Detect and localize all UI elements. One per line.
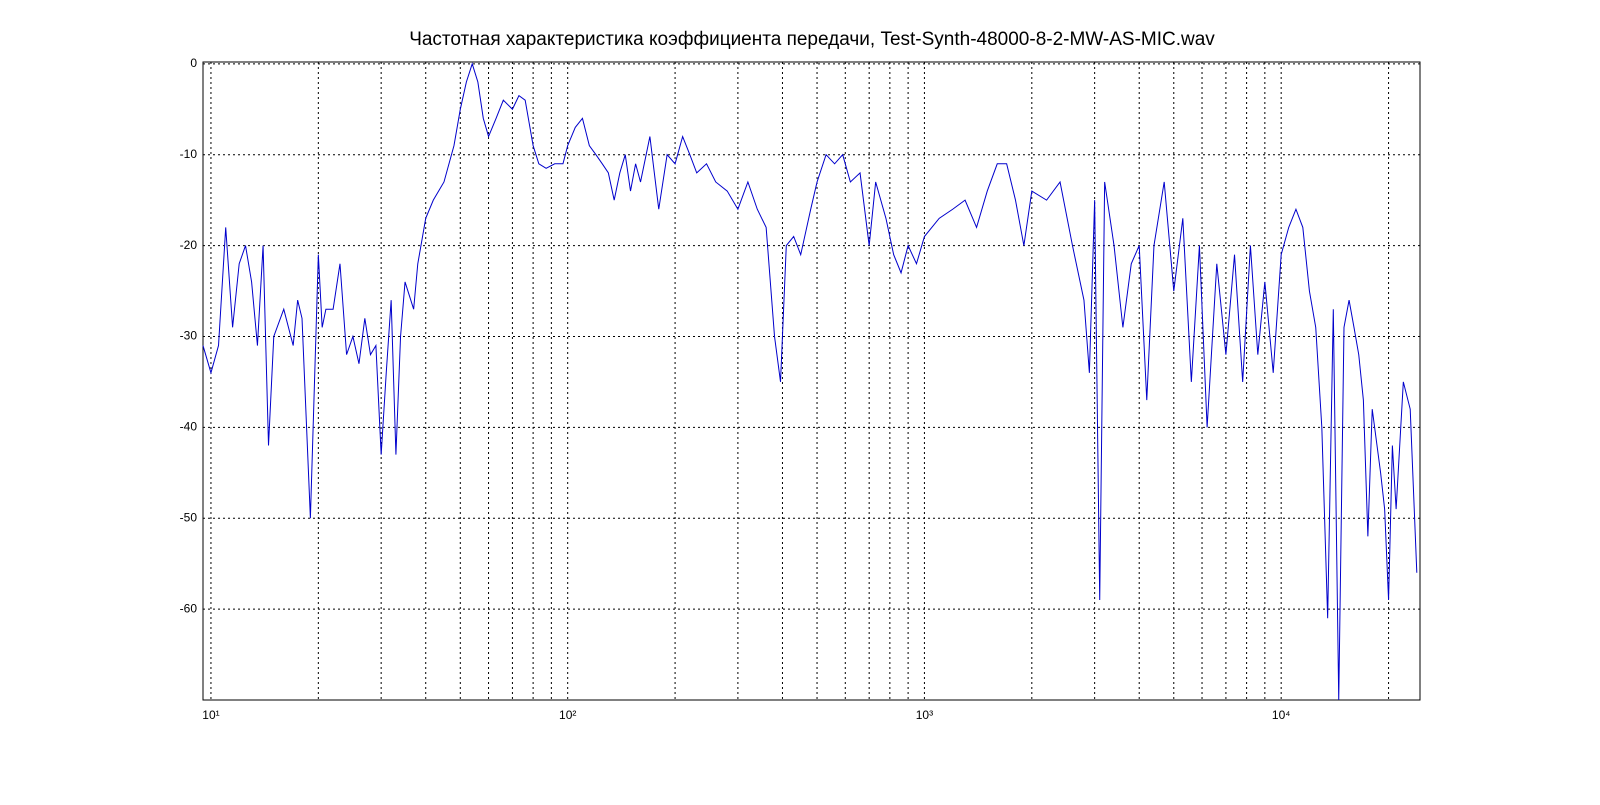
x-tick-label: 10² [559,708,576,722]
x-tick-label: 10⁴ [1272,708,1291,722]
y-tick-label: -20 [180,238,198,252]
y-tick-label: -10 [180,147,198,161]
plot-frame [202,61,1421,701]
x-tick-label: 10³ [916,708,933,722]
data-line [202,62,1418,701]
y-tick-label: -50 [180,510,198,524]
chart-title: Частотная характеристика коэффициента пе… [409,29,1215,50]
y-tick-label: 0 [190,56,197,70]
y-tick-label: -30 [180,329,198,343]
y-tick-label: -60 [180,601,198,615]
x-tick-label: 10¹ [202,708,219,722]
y-tick-label: -40 [180,420,198,434]
